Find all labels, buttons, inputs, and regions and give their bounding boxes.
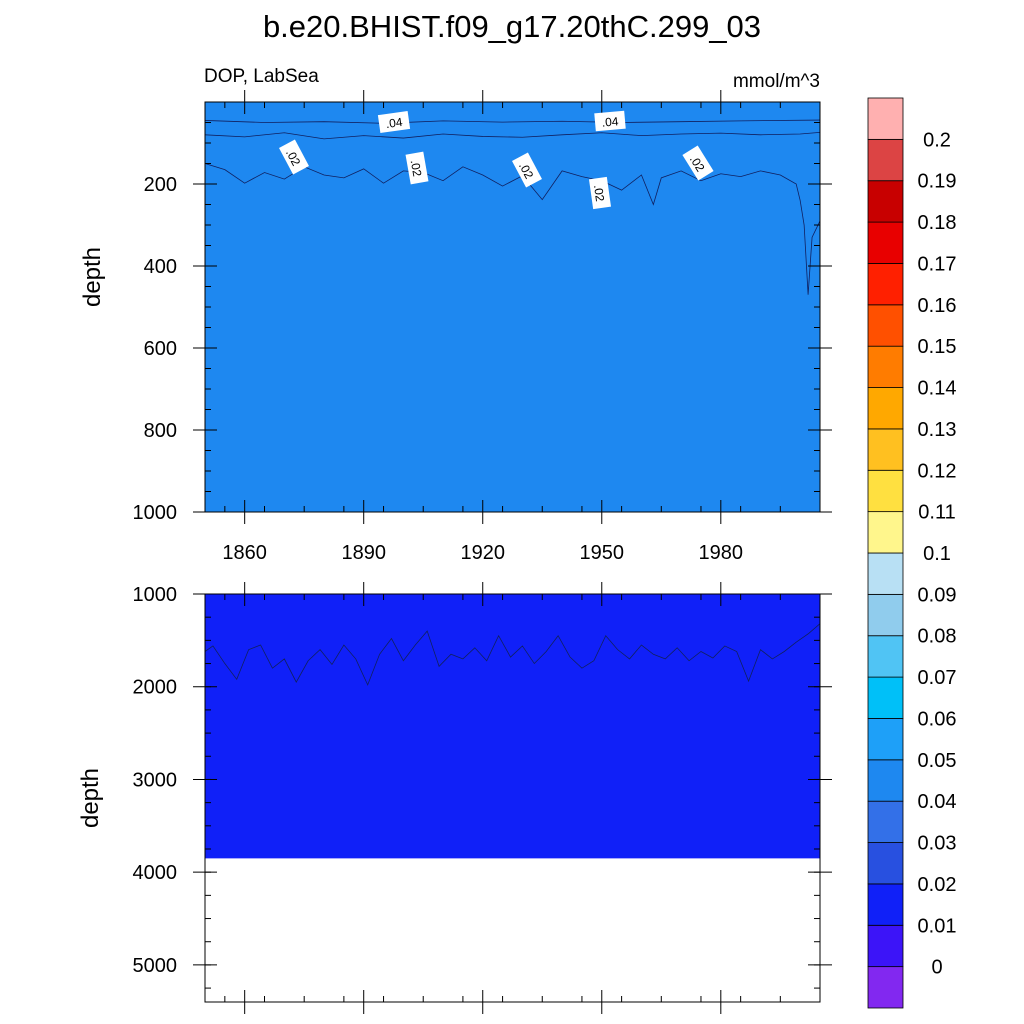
x-tick-label: 1950 [580, 542, 625, 564]
contour-label-text: .04 [385, 115, 404, 131]
y-axis-label: depth [79, 247, 106, 307]
colorbar-swatch [867, 883, 904, 926]
colorbar-swatch [867, 345, 904, 388]
y-tick-label: 400 [144, 256, 177, 278]
x-tick-label: 1980 [699, 542, 744, 564]
contour-label: .02 [405, 151, 429, 185]
contour-label-text: .02 [591, 184, 607, 203]
contour-label-box [279, 139, 309, 175]
colorbar-swatch [867, 138, 904, 182]
y-axis-label: depth [77, 768, 104, 828]
colorbar-label: 0.08 [918, 626, 957, 648]
y-tick-label: 4000 [133, 862, 178, 884]
colorbar-swatch [867, 97, 904, 140]
x-tick-label: 1920 [460, 542, 505, 564]
contour-label-box [512, 152, 542, 188]
colorbar-label: 0 [931, 957, 942, 979]
contour-band [205, 594, 820, 859]
contour-line [204, 623, 821, 686]
colorbar-label: 0.05 [918, 750, 957, 772]
y-tick-label: 3000 [133, 769, 178, 791]
colorbar-swatch [867, 593, 904, 637]
colorbar-label: 0.07 [918, 667, 957, 689]
colorbar-swatch [867, 387, 904, 430]
figure-title: b.e20.BHIST.f09_g17.20thC.299_03 [263, 9, 761, 44]
plot-frame [204, 593, 821, 1003]
units-label: mmol/m^3 [733, 71, 820, 92]
colorbar-label: 0.04 [918, 791, 957, 813]
contour-label-text: .04 [601, 114, 619, 129]
colorbar-label: 0.17 [918, 253, 957, 275]
contour-label-box [588, 176, 612, 210]
colorbar-swatch [867, 428, 904, 471]
colorbar-label: 0.16 [918, 295, 957, 317]
contour-label-box [405, 151, 429, 185]
colorbar-swatch [867, 718, 904, 761]
colorbar-swatch [867, 469, 904, 513]
y-tick-label: 1000 [133, 502, 178, 524]
colorbar-label: 0.1 [923, 543, 951, 565]
contour-label-box [682, 145, 714, 181]
upper-panel: 200 400 600 800 1000 1860 1890 1920 1950 1980 dept… [79, 90, 832, 564]
contour-label-box [594, 110, 626, 132]
colorbar-label: 0.13 [918, 419, 957, 441]
colorbar-label: 0.02 [918, 874, 957, 896]
contour-line [204, 119, 821, 124]
lower-panel: 1000 2000 3000 4000 5000 depth [77, 582, 832, 1014]
contour-label: .02 [279, 139, 309, 175]
colorbar-label: 0.19 [918, 171, 957, 193]
y-tick-label: 800 [144, 420, 177, 442]
colorbar-label: 0.01 [918, 915, 957, 937]
colorbar-swatch [867, 924, 904, 968]
colorbar-swatch [867, 966, 904, 1009]
colorbar-label: 0.06 [918, 708, 957, 730]
colorbar-swatch [867, 221, 904, 264]
colorbar-swatch [867, 304, 904, 347]
colorbar-label: 0.18 [918, 212, 957, 234]
contour-label-text: .02 [408, 159, 425, 178]
colorbar-label: 0.03 [918, 833, 957, 855]
contour-line [204, 131, 821, 140]
contour-label: .02 [588, 176, 612, 210]
contour-label: .04 [377, 110, 411, 134]
y-tick-label: 600 [144, 338, 177, 360]
colorbar-swatch [867, 511, 904, 554]
colorbar: 0 0.01 0.02 0.03 0.04 0.05 0.06 0.07 0.08 0.09 0.1… [867, 97, 957, 1009]
contour-label: .04 [594, 110, 626, 132]
y-tick-label: 1000 [133, 584, 178, 606]
colorbar-swatch [867, 759, 904, 802]
contour-label-box [377, 110, 411, 134]
contour-line [204, 163, 821, 295]
colorbar-label: 0.09 [918, 584, 957, 606]
colorbar-label: 0.14 [918, 378, 957, 400]
colorbar-swatch [867, 180, 904, 223]
contour-label: .02 [512, 152, 542, 188]
colorbar-swatch [867, 676, 904, 719]
colorbar-swatch [867, 800, 904, 843]
colorbar-swatch [867, 842, 904, 885]
colorbar-label: 0.2 [923, 129, 951, 151]
contour-band [205, 102, 820, 512]
y-tick-label: 2000 [133, 677, 178, 699]
x-tick-label: 1860 [222, 542, 267, 564]
colorbar-label: 0.12 [918, 460, 957, 482]
colorbar-swatch [867, 263, 904, 306]
colorbar-swatch [867, 635, 904, 678]
y-tick-label: 5000 [133, 955, 178, 977]
variable-region-label: DOP, LabSea [204, 66, 319, 87]
y-tick-label: 200 [144, 174, 177, 196]
colorbar-label: 0.11 [918, 502, 955, 524]
x-tick-label: 1890 [341, 542, 386, 564]
colorbar-label: 0.15 [918, 336, 957, 358]
contour-label: .02 [682, 145, 714, 181]
colorbar-swatch [867, 552, 904, 595]
